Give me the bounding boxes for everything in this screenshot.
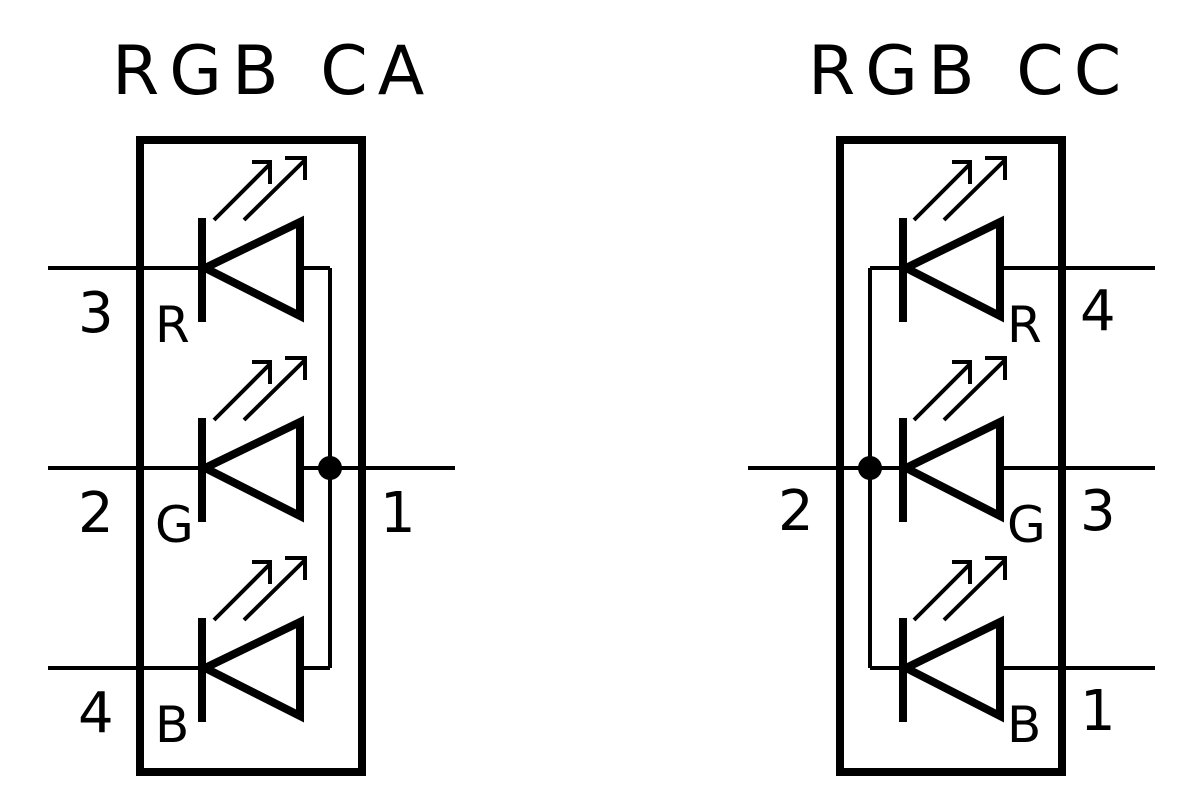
led-red bbox=[202, 158, 305, 322]
pin-number: 3 bbox=[1080, 479, 1116, 544]
symbol-rgb-cc: RGB CC 4 3 1 2 bbox=[748, 32, 1155, 772]
light-arrows-icon bbox=[214, 158, 305, 220]
light-arrows-icon bbox=[914, 158, 1005, 220]
pin-number: 4 bbox=[1080, 279, 1116, 344]
led-green bbox=[903, 358, 1005, 522]
led-color-label: R bbox=[1007, 296, 1042, 354]
led-color-label: B bbox=[1007, 696, 1041, 754]
symbol-title: RGB CA bbox=[112, 32, 434, 111]
symbol-title: RGB CC bbox=[808, 32, 1131, 111]
led-blue bbox=[903, 558, 1005, 722]
led-green bbox=[202, 358, 305, 522]
led-blue bbox=[202, 558, 305, 722]
component-body bbox=[840, 140, 1062, 772]
led-color-label: G bbox=[155, 496, 194, 554]
pin-number: 2 bbox=[78, 481, 114, 546]
diode-triangle bbox=[906, 622, 1000, 716]
light-arrows-icon bbox=[214, 358, 305, 420]
diode-triangle bbox=[906, 222, 1000, 316]
led-color-label: G bbox=[1007, 496, 1046, 554]
led-red bbox=[903, 158, 1005, 322]
common-pin-number: 1 bbox=[380, 481, 416, 546]
common-pin-number: 2 bbox=[778, 479, 814, 544]
pin-number: 1 bbox=[1080, 679, 1116, 744]
light-arrows-icon bbox=[914, 558, 1005, 620]
light-arrows-icon bbox=[214, 558, 305, 620]
pin-number: 4 bbox=[78, 681, 114, 746]
junction-dot bbox=[318, 456, 342, 480]
junction-dot bbox=[858, 456, 882, 480]
diode-triangle bbox=[205, 222, 300, 316]
diode-triangle bbox=[205, 622, 300, 716]
led-color-label: B bbox=[155, 696, 189, 754]
symbol-rgb-ca: RGB CA 3 2 4 1 bbox=[48, 32, 455, 772]
pin-number: 3 bbox=[78, 281, 114, 346]
light-arrows-icon bbox=[914, 358, 1005, 420]
led-color-label: R bbox=[155, 296, 190, 354]
diode-triangle bbox=[205, 422, 300, 516]
diode-triangle bbox=[906, 422, 1000, 516]
